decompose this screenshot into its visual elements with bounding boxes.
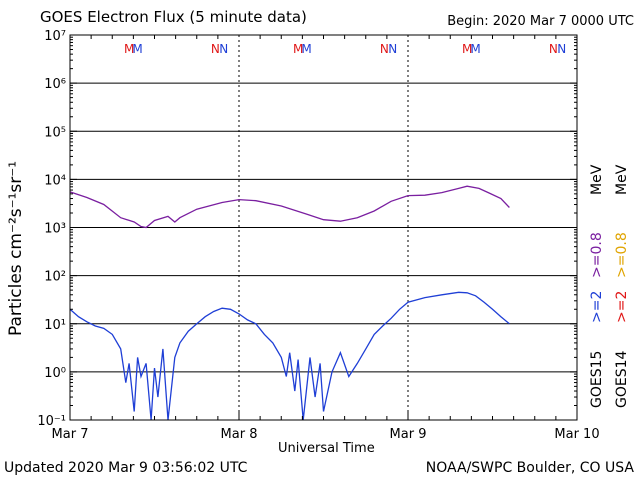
chart-title: GOES Electron Flux (5 minute data) (40, 8, 307, 26)
legend-goes15: GOES15 (589, 350, 605, 408)
plot-frame (69, 34, 578, 421)
day-marker-n: N (211, 42, 220, 56)
legend-goes15-ge2: >=2 (589, 290, 605, 323)
y-tick-label: 10⁻¹ (37, 414, 66, 429)
day-marker-n: N (557, 42, 566, 56)
legend-goes14-ge2: >=2 (614, 290, 630, 323)
day-marker-n: N (388, 42, 397, 56)
series-line-1 (69, 291, 510, 421)
day-marker-m: M (462, 42, 472, 56)
y-tick-label: 10⁰ (44, 366, 66, 381)
legend-mev-unit-1: MeV (589, 164, 605, 195)
updated-timestamp: Updated 2020 Mar 9 03:56:02 UTC (4, 460, 248, 476)
legend-goes15-ge08: >=0.8 (589, 232, 605, 278)
day-marker-m: M (301, 42, 311, 56)
credit-line: NOAA/SWPC Boulder, CO USA (425, 460, 634, 476)
y-tick-label: 10¹ (44, 318, 66, 333)
day-marker-m: M (470, 42, 480, 56)
series-line-0 (69, 185, 510, 229)
begin-time: Begin: 2020 Mar 7 0000 UTC (447, 14, 634, 29)
x-tick-label: Mar 8 (221, 427, 258, 442)
y-tick-label: 10⁵ (44, 125, 66, 140)
day-marker-n: N (380, 42, 389, 56)
day-marker-m: M (124, 42, 134, 56)
x-axis-label: Universal Time (278, 441, 375, 456)
x-tick-label: Mar 7 (52, 427, 89, 442)
day-marker-m: M (293, 42, 303, 56)
y-tick-label: 10³ (44, 222, 66, 237)
day-marker-n: N (549, 42, 558, 56)
y-axis-label: Particles cm⁻²s⁻¹sr⁻¹ (6, 160, 26, 336)
x-tick-label: Mar 10 (554, 427, 599, 442)
legend-goes14: GOES14 (614, 350, 630, 408)
legend-mev-unit-2: MeV (614, 164, 630, 195)
x-tick-label: Mar 9 (390, 427, 427, 442)
y-tick-label: 10² (44, 270, 66, 285)
y-tick-label: 10⁷ (44, 29, 66, 44)
y-tick-label: 10⁶ (44, 77, 66, 92)
day-marker-m: M (132, 42, 142, 56)
day-marker-n: N (219, 42, 228, 56)
y-tick-label: 10⁴ (44, 173, 66, 188)
legend-goes14-ge08: >=0.8 (614, 232, 630, 278)
